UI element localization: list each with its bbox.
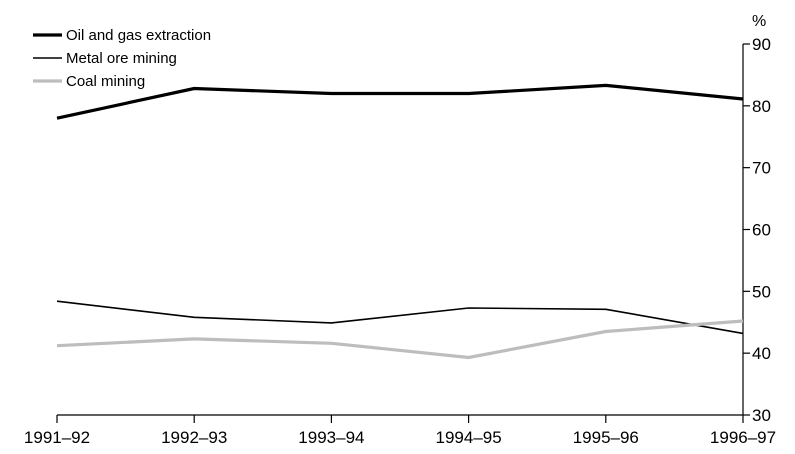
series-group (56, 83, 744, 360)
y-tick-label: 60 (752, 221, 771, 240)
series-line-2 (56, 300, 744, 335)
y-tick-label: 30 (752, 406, 771, 425)
series-line-3 (56, 319, 744, 360)
x-tick-label: 1994–95 (436, 428, 502, 447)
y-tick-label: 90 (752, 35, 771, 54)
y-tick-label: 70 (752, 159, 771, 178)
legend-label: Coal mining (66, 73, 145, 90)
y-tick-label: 50 (752, 282, 771, 301)
x-tick-label: 1991–92 (24, 428, 90, 447)
x-tick-label: 1993–94 (298, 428, 364, 447)
x-tick-label: 1995–96 (573, 428, 639, 447)
series-line-1 (56, 83, 744, 120)
y-axis-unit-label: % (752, 13, 766, 30)
legend-label: Oil and gas extraction (66, 27, 211, 44)
y-tick-label: 80 (752, 97, 771, 116)
x-tick-label: 1996–97 (710, 428, 776, 447)
x-tick-label: 1992–93 (161, 428, 227, 447)
legend-label: Metal ore mining (66, 50, 177, 67)
axes: 1991–92 1992–93 1993–94 1994–95 1995–96 1996–… (24, 13, 776, 447)
y-tick-label: 40 (752, 344, 771, 363)
legend: Oil and gas extraction Metal ore mining Co… (33, 27, 211, 90)
